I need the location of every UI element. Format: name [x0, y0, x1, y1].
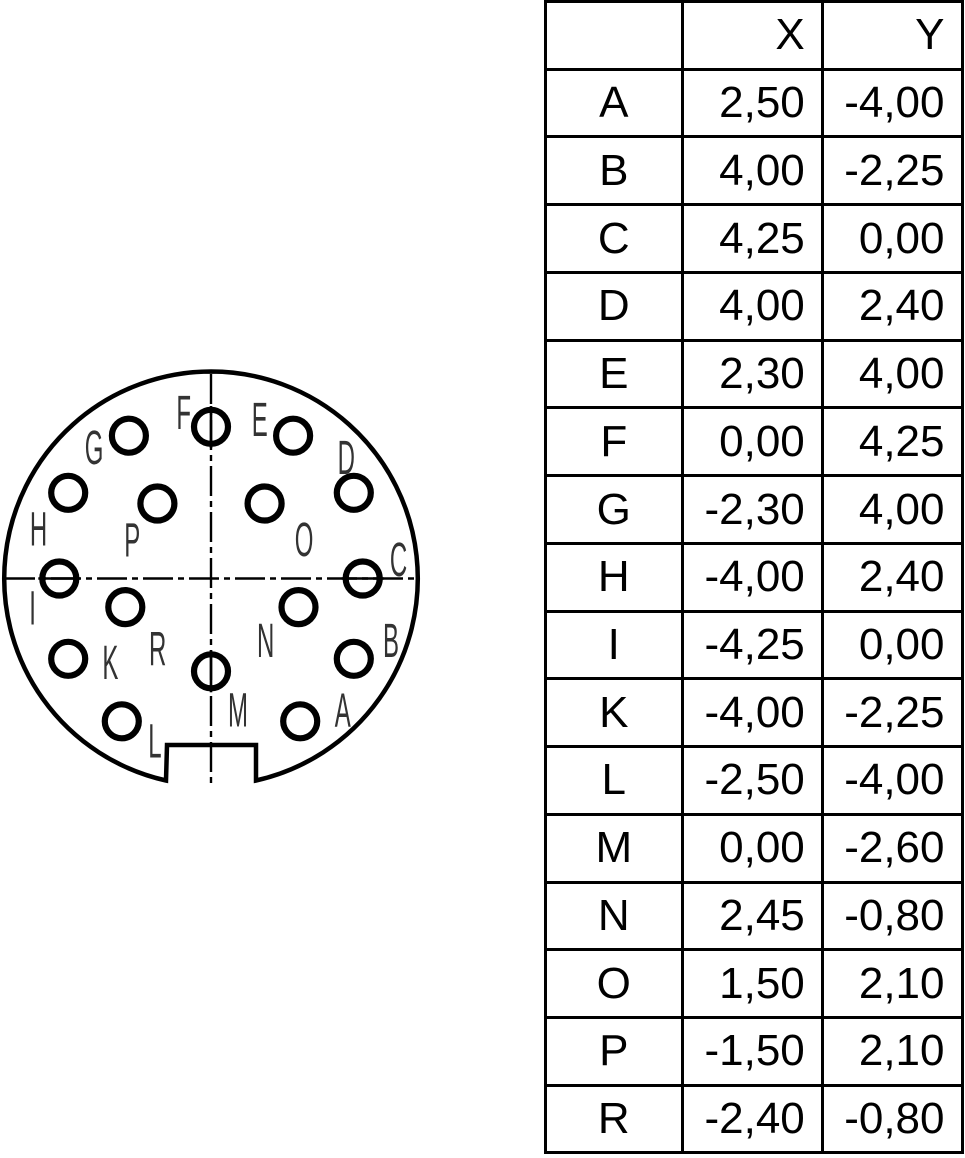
svg-text:A: A [335, 685, 351, 738]
svg-text:I: I [29, 583, 36, 636]
svg-text:K: K [102, 637, 118, 690]
svg-text:L: L [148, 716, 161, 769]
svg-text:R: R [149, 624, 166, 677]
svg-text:B: B [383, 615, 399, 668]
svg-text:D: D [338, 432, 355, 485]
svg-text:M: M [228, 685, 248, 738]
svg-text:F: F [176, 387, 191, 440]
svg-text:P: P [124, 515, 140, 568]
svg-text:G: G [85, 422, 104, 475]
svg-text:E: E [252, 394, 268, 447]
svg-text:N: N [257, 615, 274, 668]
svg-text:O: O [295, 514, 314, 567]
svg-text:C: C [390, 534, 407, 587]
svg-text:H: H [30, 504, 47, 557]
